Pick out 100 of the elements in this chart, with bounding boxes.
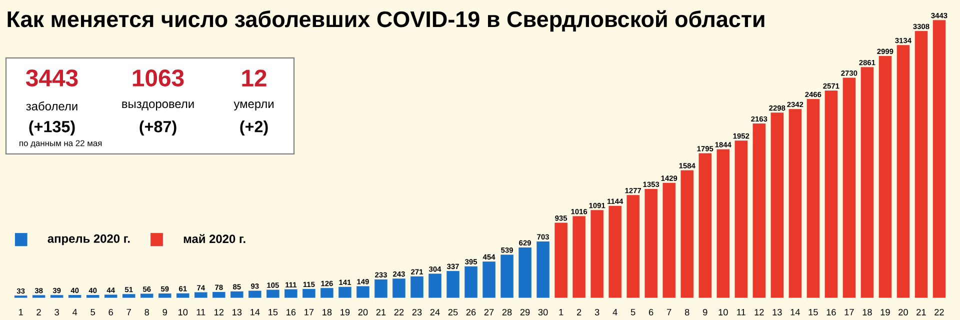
x-tick-label: 15 [268, 308, 278, 316]
x-tick-label: 1 [559, 308, 564, 316]
bar [446, 270, 460, 298]
x-tick-label: 23 [412, 308, 422, 316]
bar [356, 286, 370, 298]
bar [536, 241, 550, 298]
bar [590, 210, 604, 298]
bar [104, 294, 118, 298]
bar [464, 266, 478, 298]
x-tick-label: 3 [594, 308, 600, 316]
annotation: 3443 [26, 70, 78, 86]
bar [932, 20, 946, 298]
bar [320, 288, 334, 298]
bar [698, 152, 712, 298]
x-tick-label: 30 [538, 308, 548, 316]
annotation: 12 [242, 70, 266, 86]
bar [752, 123, 766, 298]
x-tick-label: 16 [286, 308, 296, 316]
x-tick-label: 9 [702, 308, 708, 316]
x-tick-label: 20 [358, 308, 368, 316]
legend-label: апрель 2020 г. [48, 234, 130, 246]
bar [122, 294, 136, 298]
x-tick-label: 11 [196, 308, 206, 316]
x-tick-label: 8 [684, 308, 690, 316]
bar [140, 293, 154, 298]
bar [176, 292, 190, 298]
bar [860, 66, 874, 298]
bar [32, 294, 46, 298]
bar [554, 222, 568, 298]
bar [374, 278, 388, 298]
x-tick-label: 18 [322, 308, 332, 316]
x-tick-label: 11 [737, 308, 746, 316]
x-tick-label: 7 [667, 308, 672, 316]
x-tick-label: 10 [178, 308, 188, 316]
x-tick-label: 14 [790, 308, 800, 316]
annotation: заболели [26, 102, 78, 110]
bar [158, 293, 172, 298]
annotation: (+135) [29, 120, 75, 136]
x-tick-label: 19 [880, 308, 890, 316]
bar [50, 294, 64, 298]
bar [14, 295, 28, 298]
x-tick-label: 18 [862, 308, 872, 316]
x-tick-label: 22 [394, 308, 404, 316]
bar [86, 294, 100, 298]
annotation: (+2) [240, 120, 268, 136]
bar [500, 254, 514, 298]
legend-label: май 2020 г. [184, 234, 246, 244]
annotation: выздоровели [122, 102, 194, 110]
bar [428, 273, 442, 298]
x-tick-label: 20 [898, 308, 908, 316]
x-tick-label: 1 [18, 308, 23, 316]
x-tick-label: 13 [232, 308, 242, 316]
x-tick-label: 3 [54, 308, 59, 316]
x-tick-label: 27 [484, 308, 494, 316]
bar [392, 278, 406, 298]
x-tick-label: 8 [144, 308, 149, 316]
x-tick-label: 4 [72, 308, 78, 316]
bar [302, 288, 316, 298]
bar [824, 90, 838, 298]
x-tick-label: 6 [108, 308, 113, 316]
x-tick-label: 22 [934, 308, 944, 316]
bar [68, 294, 82, 298]
x-tick-label: 16 [826, 308, 836, 316]
x-tick-label: 21 [376, 308, 386, 316]
bar [266, 289, 280, 298]
bar [770, 112, 784, 298]
bar [410, 276, 424, 298]
bar [572, 216, 586, 298]
x-tick-label: 14 [250, 308, 260, 316]
bar [626, 194, 640, 298]
bar [338, 286, 352, 298]
annotation: умерли [234, 102, 274, 110]
bar [284, 288, 298, 298]
bar [230, 290, 244, 298]
x-tick-label: 26 [466, 308, 476, 316]
x-tick-label: 17 [844, 308, 854, 316]
x-tick-label: 13 [772, 308, 782, 316]
bar [914, 30, 928, 298]
x-tick-label: 29 [520, 308, 530, 316]
x-tick-label: 10 [718, 308, 728, 316]
bar [896, 44, 910, 298]
bar [482, 261, 496, 298]
x-tick-label: 5 [630, 308, 636, 316]
bar [662, 182, 676, 298]
bar [212, 291, 226, 298]
x-tick-label: 4 [612, 308, 618, 316]
bar [716, 148, 730, 298]
annotation: (+87) [140, 120, 176, 136]
x-tick-label: 15 [808, 308, 818, 316]
bar [608, 205, 622, 298]
x-tick-label: 7 [126, 308, 131, 316]
annotation: 1063 [132, 70, 184, 86]
x-tick-label: 21 [916, 308, 926, 316]
bar [194, 292, 208, 298]
bar [788, 108, 802, 298]
x-tick-label: 2 [576, 308, 582, 316]
x-tick-label: 2 [36, 308, 41, 316]
x-tick-label: 6 [649, 308, 654, 316]
x-tick-label: 17 [304, 308, 314, 316]
x-tick-label: 25 [448, 308, 458, 316]
